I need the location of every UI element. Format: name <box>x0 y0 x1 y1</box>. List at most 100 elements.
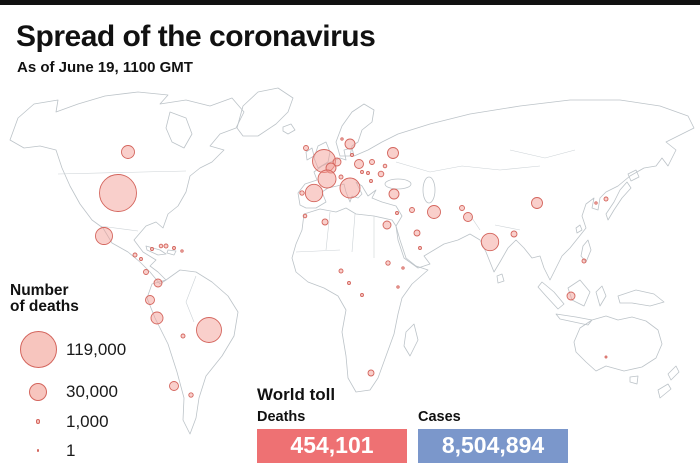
death-bubble-poland <box>369 159 375 165</box>
death-bubble-iraq <box>409 207 415 213</box>
death-bubble-turkey <box>388 188 400 200</box>
legend-label-1: 1 <box>66 440 76 460</box>
death-bubble-japan <box>603 196 609 202</box>
death-bubble-sweden <box>344 138 356 150</box>
death-bubble-israel <box>395 211 399 215</box>
black-sea <box>384 178 412 190</box>
continent-eurasia <box>297 99 695 281</box>
island-sri-lanka <box>496 273 505 284</box>
death-bubble-yemen <box>418 246 422 250</box>
top-black-bar <box>0 0 700 5</box>
death-bubble-netherlands <box>332 157 342 167</box>
legend-circle-1000 <box>35 419 41 424</box>
islands-japan <box>605 181 632 221</box>
death-bubble-colombia <box>153 278 163 288</box>
death-bubble-puerto-rico <box>172 246 176 250</box>
death-bubble-cuba <box>150 247 154 251</box>
death-bubble-afghanistan <box>459 205 465 211</box>
deaths-label: Deaths <box>257 409 306 425</box>
island-taiwan <box>575 224 583 234</box>
legend-row-1: 1 <box>10 437 170 465</box>
death-bubble-iran <box>427 205 441 219</box>
legend-title-line1: Number <box>10 282 69 299</box>
death-bubble-cameroon <box>347 281 351 285</box>
island-sumatra <box>537 281 565 310</box>
island-java <box>555 313 593 326</box>
caspian-sea <box>422 176 436 204</box>
island-new-guinea <box>617 289 665 307</box>
continent-africa <box>291 207 429 393</box>
death-bubble-india <box>480 232 500 252</box>
cases-block: Cases 8,504,894 <box>418 409 568 463</box>
death-bubble-indonesia <box>566 291 576 301</box>
death-bubble-usa <box>99 174 137 212</box>
death-bubble-lesser-antilles <box>180 249 184 253</box>
legend-row-30000: 30,000 <box>10 378 170 406</box>
death-bubble-ecuador <box>145 295 155 305</box>
legend-row-119000: 119,000 <box>10 330 170 370</box>
legend-row-1000: 1,000 <box>10 408 170 436</box>
island-tasmania <box>629 375 639 385</box>
death-bubble-pakistan <box>463 212 473 222</box>
island-sulawesi <box>595 285 607 307</box>
hudson-bay <box>165 111 193 149</box>
island-new-zealand-south <box>657 383 672 399</box>
world-map-outlines <box>9 87 695 435</box>
legend-label-119000: 119,000 <box>66 339 127 359</box>
death-bubble-saudi-arabia <box>413 229 421 237</box>
death-bubble-canada <box>121 145 135 159</box>
death-bubble-germany <box>354 159 364 169</box>
death-bubble-italy <box>339 177 361 199</box>
death-bubble-dr-congo <box>360 293 364 297</box>
deaths-value-box: 454,101 <box>257 429 407 463</box>
island-hokkaido <box>627 169 640 182</box>
death-bubble-guatemala <box>132 252 138 258</box>
legend-circle-30000 <box>29 382 47 401</box>
world-toll-title: World toll <box>257 385 336 404</box>
death-bubble-dominican-republic <box>163 243 169 249</box>
death-bubble-haiti <box>158 243 164 249</box>
legend-circle-1 <box>36 449 40 452</box>
page-subtitle: As of June 19, 1100 GMT <box>17 59 193 76</box>
death-bubble-panama <box>143 269 149 275</box>
death-bubble-philippines <box>581 258 587 264</box>
death-bubble-peru <box>150 311 164 325</box>
death-bubble-brazil <box>196 317 222 343</box>
death-bubble-honduras <box>139 257 143 261</box>
death-bubble-hungary <box>366 171 370 175</box>
continent-greenland <box>236 87 294 137</box>
death-bubble-austria <box>360 170 364 174</box>
world-toll-panel: World toll Deaths 454,101 Cases 8,504,89… <box>257 385 572 463</box>
legend-label-1000: 1,000 <box>66 411 109 431</box>
island-new-zealand-north <box>667 365 680 381</box>
island-madagascar <box>403 323 419 357</box>
death-bubble-russia <box>387 147 399 159</box>
death-bubble-morocco <box>302 213 308 219</box>
death-bubble-norway <box>340 137 344 141</box>
death-bubble-bolivia <box>180 333 186 339</box>
death-bubble-switzerland <box>338 174 344 180</box>
death-bubble-denmark <box>350 153 354 157</box>
cases-value-box: 8,504,894 <box>418 429 568 463</box>
death-bubble-france <box>317 169 337 189</box>
island-hispaniola <box>166 249 177 256</box>
death-bubble-australia <box>604 355 608 359</box>
death-bubbles-layer <box>95 137 609 398</box>
legend-circle-119000 <box>19 331 57 369</box>
page-title: Spread of the coronavirus <box>16 20 376 53</box>
death-bubble-south-africa <box>367 369 375 377</box>
death-bubble-argentina <box>188 392 194 398</box>
death-bubble-ireland <box>303 145 309 151</box>
region-scandinavia <box>335 103 375 157</box>
continent-australia <box>573 315 663 372</box>
country-borders <box>57 149 576 323</box>
legend-label-30000: 30,000 <box>66 381 118 401</box>
death-bubble-romania <box>377 170 385 178</box>
death-bubble-china <box>531 197 543 209</box>
death-bubble-bangladesh <box>510 230 518 238</box>
death-bubble-egypt <box>382 220 392 230</box>
death-bubble-south-korea <box>594 201 598 205</box>
size-legend: Number of deaths 119,000 30,000 1,000 1 <box>10 282 170 465</box>
